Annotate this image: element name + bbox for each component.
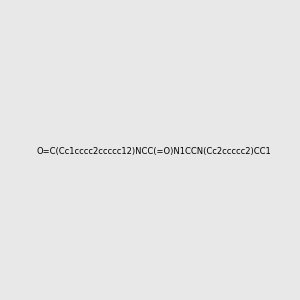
Text: O=C(Cc1cccc2ccccc12)NCC(=O)N1CCN(Cc2ccccc2)CC1: O=C(Cc1cccc2ccccc12)NCC(=O)N1CCN(Cc2cccc…: [36, 147, 271, 156]
